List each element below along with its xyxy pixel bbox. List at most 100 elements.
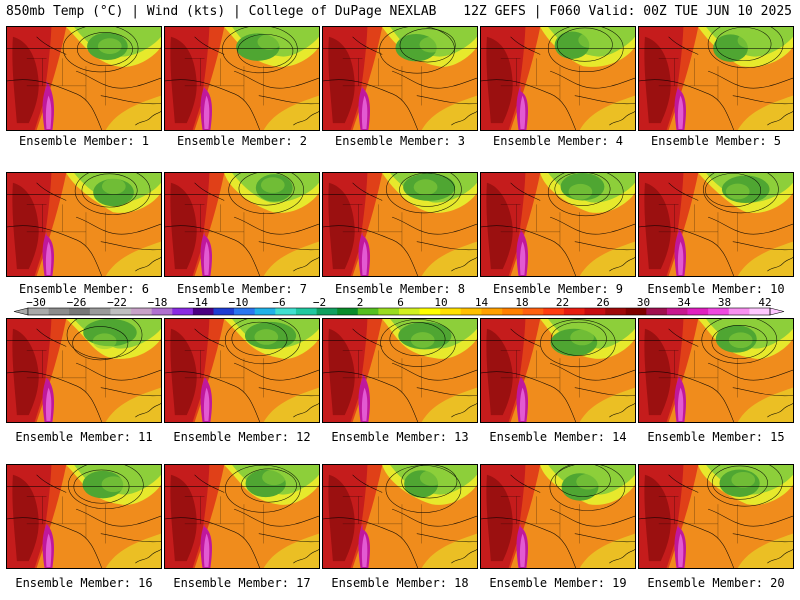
colorbar-swatch <box>295 308 317 315</box>
ensemble-member-label: Ensemble Member: 18 <box>331 576 469 590</box>
colorbar-swatch <box>275 308 297 315</box>
colorbar-swatch <box>687 308 709 315</box>
colorbar-swatch <box>110 308 132 315</box>
ensemble-map-panel <box>164 318 320 423</box>
colorbar-swatch <box>749 308 771 315</box>
ensemble-map-panel <box>164 26 320 131</box>
colorbar-swatch <box>337 308 359 315</box>
colorbar-swatch <box>440 308 462 315</box>
ensemble-map-panel <box>322 464 478 569</box>
ensemble-member-label: Ensemble Member: 16 <box>15 576 153 590</box>
colorbar-swatch <box>605 308 627 315</box>
colorbar-swatch <box>131 308 152 315</box>
colorbar-swatch <box>254 308 276 315</box>
ensemble-member-label: Ensemble Member: 2 <box>176 134 308 148</box>
colorbar-swatch <box>646 308 668 315</box>
colorbar-tick-label: 26 <box>596 296 610 309</box>
ensemble-map-panel <box>322 26 478 131</box>
ensemble-member-label: Ensemble Member: 5 <box>650 134 782 148</box>
ensemble-map-panel <box>6 318 162 423</box>
ensemble-member-label: Ensemble Member: 20 <box>647 576 785 590</box>
colorbar-swatch <box>151 308 173 315</box>
ensemble-member-label: Ensemble Member: 13 <box>331 430 469 444</box>
colorbar-swatch <box>728 308 750 315</box>
ensemble-map-panel <box>638 26 794 131</box>
colorbar-tick-label: −14 <box>188 296 208 309</box>
ensemble-member-label: Ensemble Member: 1 <box>18 134 150 148</box>
colorbar-swatch <box>419 308 441 315</box>
ensemble-map-panel <box>480 464 636 569</box>
ensemble-map-panel <box>638 464 794 569</box>
colorbar-tick-label: 14 <box>474 296 489 309</box>
colorbar-swatch <box>69 308 91 315</box>
colorbar-left-arrow <box>13 307 29 316</box>
ensemble-map-panel <box>480 26 636 131</box>
ensemble-member-label: Ensemble Member: 10 <box>647 282 785 296</box>
colorbar-right-arrow <box>769 307 785 316</box>
colorbar-tick-label: 18 <box>515 296 529 309</box>
ensemble-member-label: Ensemble Member: 3 <box>334 134 466 148</box>
colorbar-tick-label: −2 <box>312 296 327 309</box>
header-title: 850mb Temp (°C) | Wind (kts) | College o… <box>6 4 437 19</box>
colorbar-swatch <box>666 308 688 315</box>
ensemble-map-panel <box>480 172 636 277</box>
colorbar-tick-label: −26 <box>66 296 87 309</box>
ensemble-map-panel <box>164 172 320 277</box>
colorbar-swatch <box>481 308 503 315</box>
colorbar-swatch <box>48 308 70 315</box>
ensemble-map-panel <box>164 464 320 569</box>
temperature-colorbar <box>13 307 785 316</box>
colorbar-tick-label: −30 <box>26 296 46 309</box>
ensemble-map-panel <box>638 172 794 277</box>
colorbar-tick-label: 6 <box>397 296 404 309</box>
colorbar-swatch <box>316 308 338 315</box>
ensemble-member-label: Ensemble Member: 11 <box>15 430 153 444</box>
colorbar-tick-label: 30 <box>636 296 651 309</box>
ensemble-member-label: Ensemble Member: 15 <box>647 430 785 444</box>
ensemble-member-label: Ensemble Member: 7 <box>176 282 308 296</box>
ensemble-map-panel <box>480 318 636 423</box>
colorbar-swatch <box>192 308 214 315</box>
ensemble-member-label: Ensemble Member: 8 <box>334 282 466 296</box>
colorbar-swatch <box>543 308 565 315</box>
ensemble-member-label: Ensemble Member: 6 <box>18 282 150 296</box>
colorbar-tick-label: −10 <box>228 296 249 309</box>
colorbar-swatch <box>502 308 523 315</box>
colorbar-swatch <box>234 308 256 315</box>
ensemble-member-label: Ensemble Member: 12 <box>173 430 311 444</box>
ensemble-map-panel <box>322 318 478 423</box>
ensemble-member-label: Ensemble Member: 19 <box>489 576 627 590</box>
colorbar-swatch <box>522 308 544 315</box>
ensemble-member-label: Ensemble Member: 9 <box>492 282 624 296</box>
colorbar-tick-label: 42 <box>758 296 772 309</box>
ensemble-map-panel <box>6 464 162 569</box>
ensemble-map-panel <box>6 172 162 277</box>
header-valid-time: 12Z GEFS | F060 Valid: 00Z TUE JUN 10 20… <box>463 4 792 19</box>
colorbar-tick-label: 38 <box>717 296 732 309</box>
ensemble-map-panel <box>322 172 478 277</box>
colorbar-swatch <box>357 308 379 315</box>
colorbar-swatch <box>378 308 400 315</box>
colorbar-tick-label: −22 <box>107 296 127 309</box>
colorbar-tick-label: 10 <box>434 296 448 309</box>
colorbar-swatch <box>89 308 111 315</box>
colorbar-tick-label: 34 <box>677 296 691 309</box>
colorbar-swatch <box>28 308 49 315</box>
colorbar-swatch <box>625 308 647 315</box>
colorbar-swatch <box>213 308 235 315</box>
ensemble-member-label: Ensemble Member: 14 <box>489 430 627 444</box>
colorbar-tick-label: 2 <box>356 296 364 309</box>
colorbar-swatch <box>563 308 585 315</box>
colorbar-swatch <box>708 308 730 315</box>
colorbar-tick-label: −6 <box>272 296 286 309</box>
ensemble-map-panel <box>6 26 162 131</box>
ensemble-member-label: Ensemble Member: 17 <box>173 576 311 590</box>
colorbar-swatch <box>584 308 606 315</box>
colorbar-swatch <box>172 308 194 315</box>
colorbar-tick-label: 22 <box>555 296 570 309</box>
colorbar-swatch <box>399 308 420 315</box>
ensemble-member-label: Ensemble Member: 4 <box>492 134 624 148</box>
colorbar-tick-label: −18 <box>147 296 168 309</box>
colorbar-swatch <box>460 308 482 315</box>
ensemble-map-panel <box>638 318 794 423</box>
